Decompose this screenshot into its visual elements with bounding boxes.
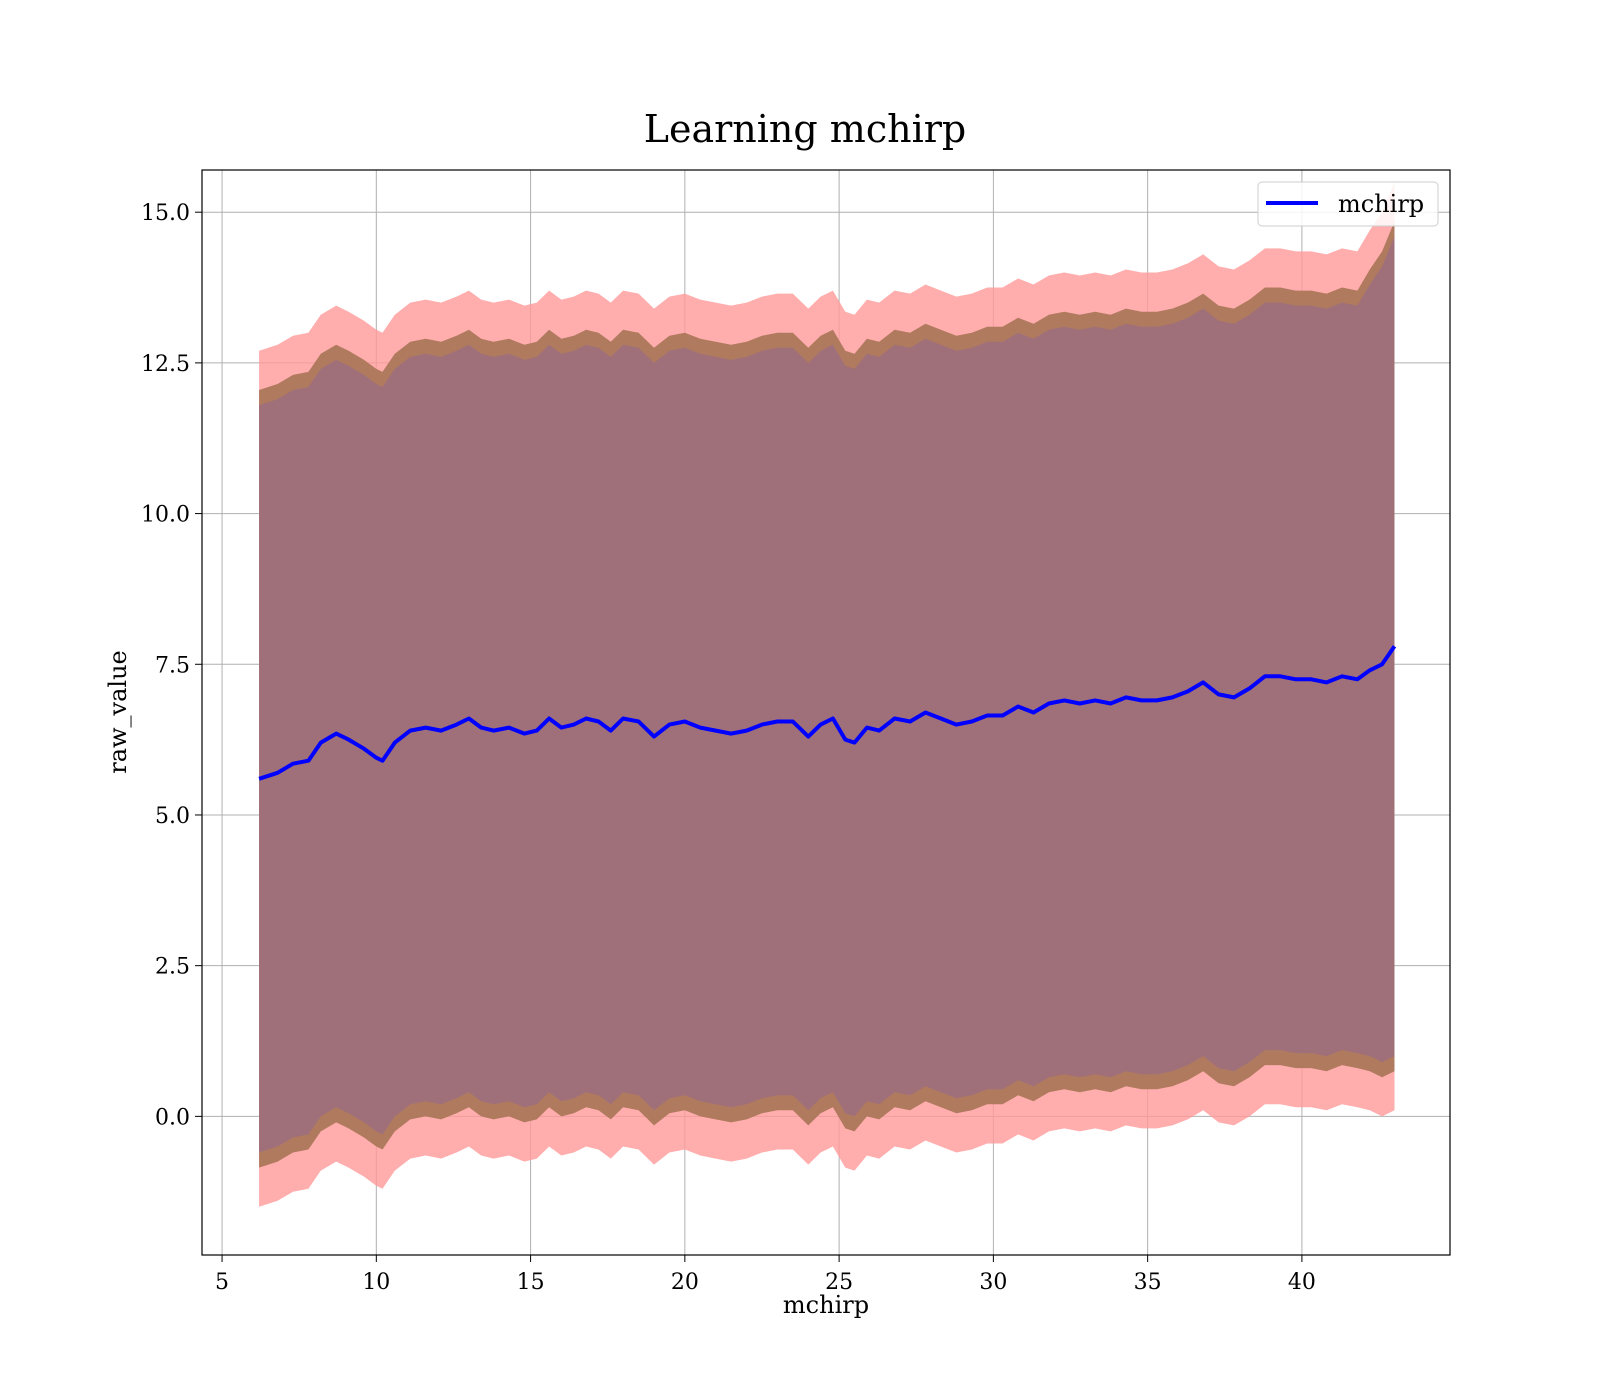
x-axis-label: mchirp [783,1291,869,1319]
y-tick-label: 2.5 [155,955,190,980]
x-tick-label: 40 [1288,1270,1316,1295]
series-lines [258,645,1397,781]
x-tick-label: 15 [517,1270,545,1295]
y-tick-label: 5.0 [155,804,190,829]
chart-title: Learning mchirp [644,107,966,151]
y-axis-ticks: 0.0 2.5 5.0 7.5 10.0 12.5 15.0 [141,201,202,1130]
legend: mchirp [1257,181,1439,227]
y-tick-label: 0.0 [155,1105,190,1130]
inner-confidence-band [259,236,1395,1153]
series-line-mchirp [258,645,1397,781]
y-tick-label: 15.0 [141,201,190,226]
legend-entry-label: mchirp [1338,190,1424,218]
x-tick-label: 30 [979,1270,1007,1295]
x-tick-label: 5 [215,1270,229,1295]
x-tick-label: 10 [362,1270,390,1295]
y-axis-label: raw_value [104,650,132,774]
y-tick-label: 12.5 [141,352,190,377]
x-tick-label: 35 [1134,1270,1162,1295]
x-tick-label: 25 [825,1270,853,1295]
legend-box [1257,181,1439,227]
plot-frame [201,169,1451,1256]
y-tick-label: 10.0 [141,503,190,528]
x-axis-ticks: 5 10 15 20 25 30 35 40 [215,1255,1316,1295]
confidence-bands [259,182,1395,1207]
x-tick-label: 20 [671,1270,699,1295]
y-tick-label: 7.5 [155,653,190,678]
